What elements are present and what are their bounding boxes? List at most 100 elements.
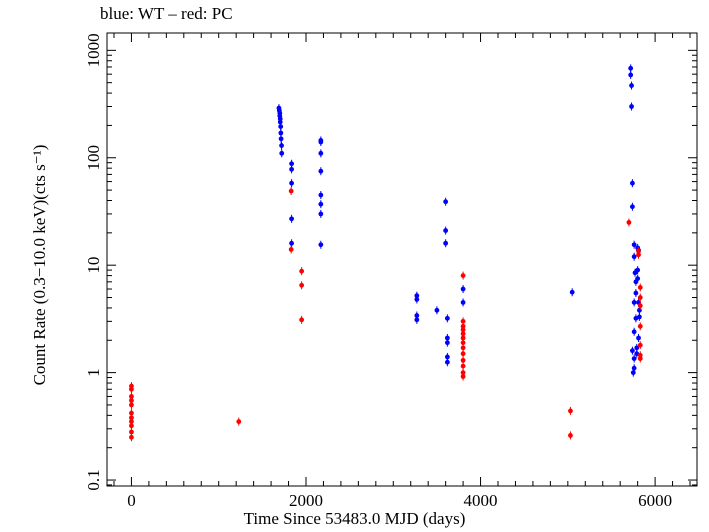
- pc-data-point: [129, 410, 134, 416]
- wt-data-point: [444, 340, 450, 346]
- wt-data-point: [278, 136, 284, 142]
- wt-data-point: [278, 130, 284, 136]
- wt-data-point: [289, 216, 294, 222]
- wt-data-point: [628, 65, 634, 71]
- wt-data-point: [444, 335, 450, 341]
- wt-data-point: [289, 180, 294, 186]
- pc-data-point: [460, 345, 466, 351]
- pc-data-point: [637, 342, 643, 348]
- wt-data-point: [631, 254, 637, 260]
- pc-data-point: [129, 423, 134, 429]
- pc-data-point: [129, 394, 134, 399]
- wt-data-point: [460, 300, 466, 305]
- wt-data-point: [318, 139, 324, 145]
- pc-data-point: [568, 433, 573, 438]
- x-tick-label: 2000: [289, 491, 323, 510]
- pc-data-point: [460, 340, 466, 346]
- pc-data-point: [460, 273, 466, 278]
- wt-data-point: [444, 354, 450, 360]
- wt-data-point: [289, 240, 294, 246]
- wt-data-point: [444, 315, 450, 321]
- wt-data-point: [635, 276, 641, 282]
- wt-data-point: [631, 365, 637, 371]
- pc-data-point: [460, 357, 466, 363]
- pc-data-point: [460, 351, 466, 357]
- wt-data-point: [630, 348, 635, 354]
- y-tick-label: 10: [84, 257, 103, 274]
- wt-data-point: [318, 211, 324, 217]
- wt-data-point: [628, 72, 634, 78]
- pc-data-point: [129, 402, 134, 408]
- pc-data-point: [288, 247, 294, 252]
- wt-data-point: [279, 150, 285, 156]
- wt-data-point: [443, 240, 449, 246]
- wt-data-point: [630, 180, 635, 186]
- pc-data-point: [636, 252, 641, 258]
- pc-data-point: [568, 408, 573, 414]
- wt-data-point: [631, 300, 637, 305]
- x-tick-label: 0: [127, 491, 136, 510]
- plot-frame: [106, 32, 698, 487]
- wt-data-point: [278, 124, 284, 130]
- x-axis-label: Time Since 53483.0 MJD (days): [243, 509, 466, 528]
- wt-data-point: [289, 161, 294, 167]
- wt-data-point: [318, 150, 324, 156]
- pc-data-point: [299, 317, 305, 323]
- pc-data-point: [637, 356, 643, 362]
- y-tick-label: 1: [84, 368, 103, 377]
- wt-data-point: [318, 168, 324, 174]
- wt-data-point: [631, 329, 637, 335]
- wt-data-point: [277, 119, 283, 125]
- wt-data-point: [289, 166, 294, 172]
- wt-data-point: [444, 359, 450, 365]
- wt-data-point: [318, 192, 324, 198]
- pc-data-point: [236, 419, 242, 424]
- wt-data-point: [629, 104, 634, 109]
- wt-data-point: [414, 297, 420, 302]
- pc-data-point: [460, 374, 466, 379]
- pc-data-point: [460, 335, 466, 341]
- wt-data-point: [569, 289, 575, 295]
- x-tick-label: 6000: [638, 491, 672, 510]
- pc-data-point: [129, 419, 134, 424]
- pc-data-point: [129, 429, 134, 435]
- pc-data-point: [129, 434, 134, 440]
- wt-data-point: [636, 307, 642, 313]
- wt-data-point: [443, 228, 449, 233]
- wt-data-point: [318, 242, 324, 248]
- y-tick-label: 0.1: [84, 469, 103, 490]
- chart-title: blue: WT – red: PC: [100, 4, 233, 23]
- wt-data-point: [636, 314, 642, 320]
- y-tick-label: 100: [84, 145, 103, 171]
- pc-data-point: [460, 318, 466, 324]
- wt-data-point: [414, 313, 420, 318]
- pc-data-point: [460, 331, 466, 337]
- wt-data-point: [318, 201, 324, 207]
- pc-data-point: [637, 295, 643, 300]
- pc-data-point: [637, 323, 643, 329]
- wt-data-point: [414, 317, 420, 323]
- wt-data-point: [634, 345, 640, 351]
- pc-data-point: [129, 398, 134, 403]
- pc-data-point: [299, 282, 305, 288]
- pc-data-point: [460, 363, 466, 369]
- wt-data-point: [279, 143, 284, 148]
- x-tick-label: 4000: [464, 491, 498, 510]
- wt-data-point: [434, 307, 440, 313]
- pc-data-point: [299, 268, 305, 274]
- pc-data-point: [129, 386, 134, 392]
- y-axis-label: Count Rate (0.3−10.0 keV)(cts s⁻¹): [30, 144, 49, 386]
- wt-data-point: [460, 286, 466, 292]
- wt-data-point: [631, 242, 637, 248]
- wt-data-point: [633, 290, 639, 296]
- wt-data-point: [631, 356, 637, 362]
- wt-data-point: [635, 267, 641, 273]
- wt-data-point: [629, 83, 634, 88]
- pc-data-point: [288, 188, 294, 194]
- pc-data-point: [637, 285, 643, 290]
- wt-data-point: [636, 335, 641, 341]
- y-tick-label: 1000: [84, 33, 103, 67]
- wt-data-point: [443, 199, 449, 205]
- pc-data-point: [637, 303, 643, 309]
